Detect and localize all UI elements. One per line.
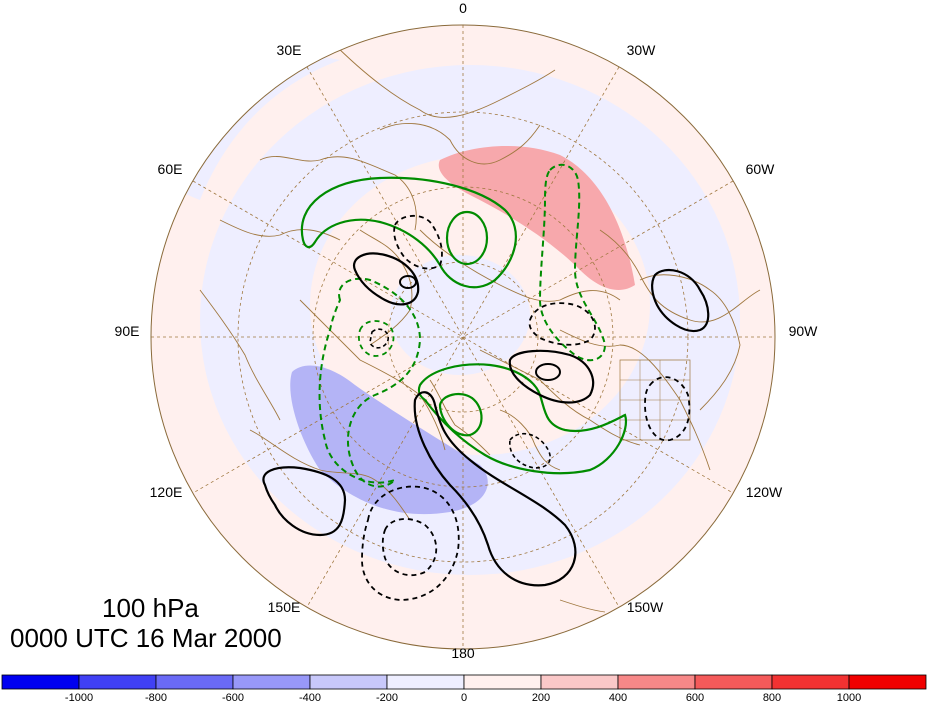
colorbar-tick-label: -800 [145,692,167,702]
black-contour-2 [651,268,710,333]
lon-90e-label: 90E [115,323,140,339]
anomaly-field [151,25,775,649]
colorbar-box-10 [771,674,850,690]
green-contour-1 [300,176,517,289]
colorbar-box-0 [1,674,80,690]
colorbar-box-4 [309,674,388,690]
colorbar-tick-label: -600 [222,692,244,702]
colorbar-box-3 [232,674,311,690]
positive-shade-atlantic [438,145,635,290]
map-border [150,24,776,650]
black-dashed-1 [393,215,443,270]
colorbar-box-11 [848,674,927,690]
colorbar-box-6 [463,674,542,690]
graticule [151,25,775,649]
lon-120w-label: 120W [746,484,783,500]
colorbar-tick-label: 1000 [837,692,861,702]
colorbar-boxes [1,674,927,690]
lon-30e-label: 30E [277,42,302,58]
colorbar-ticks: -1000 -800 -600 -400 -200 0 200 400 600 800 1000 [65,692,861,702]
colorbar-box-2 [155,674,234,690]
lon-30w-label: 30W [627,42,657,58]
colorbar-box-5 [386,674,465,690]
colorbar-tick-label: 600 [686,692,704,702]
level-label: 100 hPa [102,593,199,623]
colorbar-tick-label: 0 [461,692,467,702]
colorbar-tick-label: -400 [299,692,321,702]
negative-shade-siberia [290,365,488,515]
time-label: 0000 UTC 16 Mar 2000 [10,623,282,653]
colorbar-tick-label: -200 [376,692,398,702]
green-dashed-2 [318,277,422,488]
black-contour-4 [413,391,577,587]
colorbar-tick-label: 200 [532,692,550,702]
black-dashed-4 [361,485,460,601]
lon-60e-label: 60E [158,161,183,177]
colorbar-tick-label: 400 [609,692,627,702]
colorbar-tick-label: -1000 [65,692,93,702]
lon-0-label: 0 [459,0,467,16]
colorbar-box-7 [540,674,619,690]
black-contour-3 [508,349,595,404]
lon-90w-label: 90W [789,323,819,339]
colorbar-box-1 [78,674,157,690]
green-dashed-1 [538,163,607,362]
lon-150w-label: 150W [627,599,664,615]
colorbar-box-9 [694,674,773,690]
lon-60w-label: 60W [746,161,776,177]
longitude-labels: 0 30E 30W 60E 60W 90E 90W 120E 120W 150E… [115,0,819,661]
colorbar-tick-label: 800 [763,692,781,702]
lon-120e-label: 120E [150,484,183,500]
black-dashed-3 [644,376,691,442]
contours [262,163,710,601]
lon-150e-label: 150E [268,599,301,615]
lon-180-label: 180 [451,645,475,661]
black-contour-1 [352,252,420,306]
black-contour-5 [262,466,347,537]
polar-negative [390,255,530,375]
colorbar-box-8 [617,674,696,690]
black-dashed-2 [528,302,596,346]
